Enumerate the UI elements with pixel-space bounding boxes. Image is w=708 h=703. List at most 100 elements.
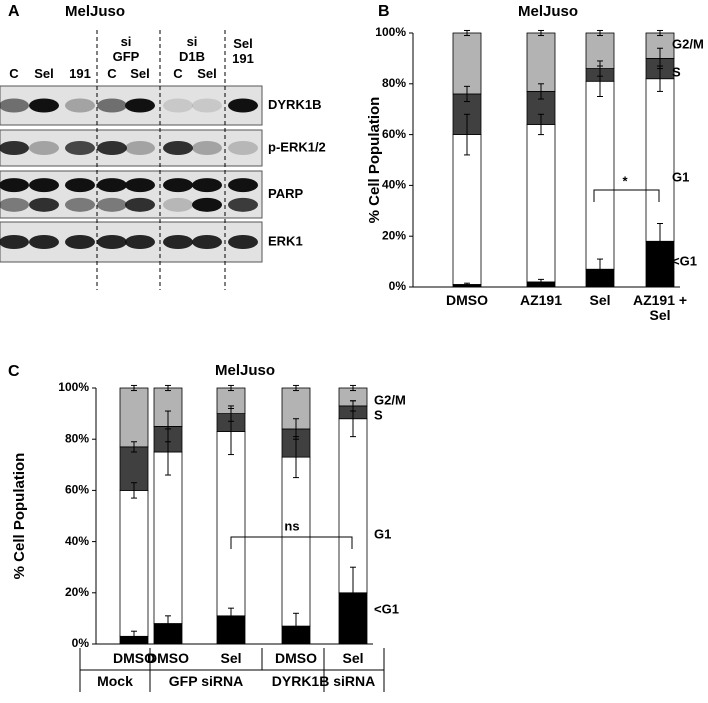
blot-band: [97, 197, 127, 212]
error-bar: [597, 258, 603, 280]
bar-segment: [452, 134, 482, 285]
blot-band: [192, 178, 222, 193]
series-label: S: [672, 64, 681, 79]
blot-band: [0, 178, 29, 193]
x-tick-label: DMSO: [147, 650, 189, 666]
blot-band: [192, 197, 222, 212]
y-tick-label: 80%: [382, 76, 406, 90]
error-bar: [464, 29, 470, 37]
blot-band: [125, 197, 155, 212]
blot-band: [228, 197, 258, 212]
series-label: <G1: [672, 253, 697, 268]
lane-label: 191: [69, 66, 91, 81]
y-axis-label: % Cell Population: [11, 453, 28, 580]
bar-segment: [585, 80, 615, 270]
error-bar: [538, 278, 544, 285]
lane-label: C: [173, 66, 183, 81]
error-bar: [350, 400, 356, 412]
blot-row-label: DYRK1B: [268, 97, 321, 112]
error-bar: [350, 566, 356, 619]
group-label: GFP siRNA: [168, 673, 244, 689]
blot-row-label: PARP: [268, 186, 303, 201]
y-tick-label: 20%: [382, 228, 406, 242]
blot-band: [163, 197, 193, 212]
y-tick-label: 100%: [375, 25, 406, 39]
error-bar: [538, 83, 544, 100]
x-tick-label: DMSO: [113, 650, 155, 666]
error-bar: [538, 29, 544, 37]
y-tick-label: 20%: [65, 585, 89, 599]
annotation: *: [622, 173, 628, 188]
error-bar: [228, 607, 234, 625]
blot-band: [192, 98, 222, 113]
y-tick-label: 0%: [72, 636, 90, 650]
series-label: G1: [374, 526, 391, 541]
error-bar: [165, 615, 171, 632]
blot-band: [228, 98, 258, 113]
blot-band: [192, 235, 222, 249]
blot-band: [65, 197, 95, 212]
error-bar: [165, 410, 171, 443]
blot-row-label: p-ERK1/2: [268, 139, 326, 154]
panel-letter: A: [8, 3, 20, 20]
blot-strip: [0, 129, 263, 167]
blot-title: MelJuso: [65, 3, 125, 20]
x-tick-label: Sel: [220, 650, 242, 666]
blot-band: [97, 98, 127, 113]
blot-band: [97, 235, 127, 249]
group-label: Mock: [97, 673, 133, 689]
blot-band: [192, 141, 222, 155]
lane-label: Sel: [197, 66, 217, 81]
y-tick-label: 40%: [65, 534, 89, 548]
group-header: si D1B: [178, 34, 205, 64]
error-bar: [464, 85, 470, 103]
blot-band: [0, 197, 29, 212]
x-tick-label: Sel: [589, 292, 611, 308]
series-label: <G1: [374, 601, 399, 616]
bar-segment: [338, 418, 368, 594]
blot-band: [65, 98, 95, 113]
lane-label: Sel 191: [232, 36, 254, 66]
error-bar: [293, 384, 299, 392]
panel-letter: C: [8, 363, 20, 380]
y-tick-label: 60%: [65, 483, 89, 497]
error-bar: [228, 384, 234, 392]
error-bar: [293, 418, 299, 440]
x-tick-label: AZ191 + Sel: [632, 292, 688, 323]
annotation: ns: [284, 518, 299, 533]
bar-segment: [281, 456, 311, 627]
blot-band: [163, 98, 193, 113]
x-tick-label: Sel: [342, 650, 364, 666]
bar-segment: [216, 387, 246, 415]
blot-band: [0, 141, 29, 155]
bar-segment: [645, 78, 675, 242]
panel-letter: B: [378, 3, 390, 20]
series-label: S: [374, 407, 383, 422]
blot-band: [97, 141, 127, 155]
bar-segment: [452, 32, 482, 95]
error-bar: [657, 47, 663, 70]
blot-band: [97, 178, 127, 193]
y-tick-label: 80%: [65, 431, 89, 445]
error-bar: [464, 282, 470, 287]
blot-band: [163, 235, 193, 249]
blot-band: [125, 141, 155, 155]
bar-segment: [526, 124, 556, 283]
error-bar: [165, 384, 171, 392]
y-tick-label: 60%: [382, 127, 406, 141]
error-bar: [597, 60, 603, 77]
x-tick-label: DMSO: [446, 292, 488, 308]
series-label: G1: [672, 169, 689, 184]
bar-segment: [216, 431, 246, 617]
chart-title: MelJuso: [518, 3, 578, 20]
error-bar: [131, 482, 137, 499]
blot-band: [163, 141, 193, 155]
series-label: G2/M: [672, 36, 704, 51]
error-bar: [228, 405, 234, 422]
blot-band: [228, 178, 258, 193]
lane-label: C: [9, 66, 19, 81]
bar-segment: [645, 240, 675, 288]
blot-band: [125, 98, 155, 113]
blot-row-label: ERK1: [268, 233, 303, 248]
